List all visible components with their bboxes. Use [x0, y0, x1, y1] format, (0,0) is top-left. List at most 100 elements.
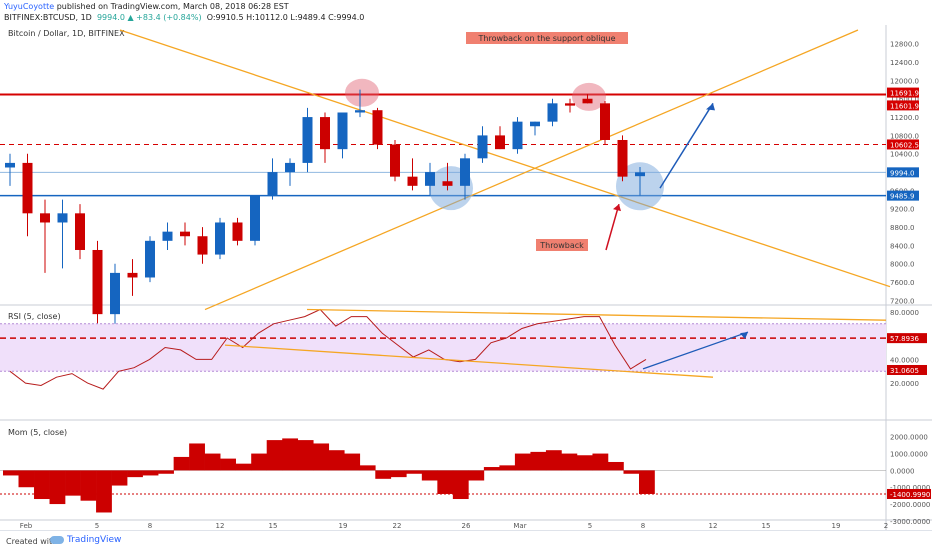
time-axis-tick: 19	[832, 522, 841, 530]
price-axis-tick: 12800.0	[890, 41, 919, 49]
mom-bar	[545, 450, 562, 471]
mom-bar	[189, 443, 205, 471]
price-axis-tick: 12000.0	[890, 77, 919, 85]
price-label: 11691.9	[890, 90, 919, 98]
price-axis-tick: 7600.0	[890, 279, 915, 287]
chart-background	[0, 25, 932, 530]
rsi-label-tag	[887, 333, 927, 344]
mom-bar	[452, 470, 469, 500]
mom-bar	[328, 450, 345, 471]
mom-axis-tick: 2000.0000	[890, 434, 928, 442]
price-label-tag	[887, 190, 919, 201]
rsi-trendline-bottom	[224, 344, 714, 378]
mom-bar	[266, 440, 283, 471]
price-axis-tick: 11600.0	[890, 96, 919, 104]
price-pane-title: Bitcoin / Dollar, 1D, BITFINEX	[8, 29, 125, 38]
time-axis-tick: 12	[216, 522, 225, 530]
candle-down	[372, 110, 383, 145]
candle-up	[267, 172, 278, 195]
projection-arrow	[659, 102, 714, 189]
author-link[interactable]: YuyuCoyotte	[4, 2, 55, 11]
price-label: 10602.5	[890, 141, 919, 149]
created-with-text: Created with	[6, 537, 58, 546]
mom-bar	[639, 470, 655, 494]
mom-bar	[173, 456, 190, 471]
price-label-tag	[887, 100, 919, 111]
mom-bar	[313, 443, 330, 471]
mom-bar	[514, 453, 531, 471]
time-axis-tick: 12	[709, 522, 718, 530]
mom-bar	[576, 455, 593, 471]
annotation-title: Throwback on the support oblique	[478, 34, 616, 43]
price-label-tag	[887, 167, 919, 178]
price-label: 9994.0	[890, 169, 915, 177]
mom-bar	[282, 438, 299, 471]
mom-bar	[235, 463, 252, 471]
mom-bar	[607, 461, 624, 471]
mom-bar	[561, 453, 578, 471]
rsi-projection-arrow	[642, 331, 749, 370]
candle-up	[425, 172, 435, 186]
arrow-head-icon	[613, 204, 621, 212]
mom-bar	[468, 470, 485, 481]
candle-up	[477, 135, 488, 159]
mom-pane-title: Mom (5, close)	[8, 428, 67, 437]
candle-up	[145, 240, 155, 278]
candle-down	[75, 213, 85, 250]
mom-bar	[297, 440, 314, 471]
candle-down	[92, 249, 103, 315]
mom-axis-tick: -3000.0000	[890, 518, 930, 526]
mom-axis-tick: -1000.0000	[890, 484, 930, 492]
rsi-pane-title: RSI (5, close)	[8, 312, 61, 321]
rsi-label-tag	[887, 364, 927, 375]
rsi-axis-tick: 40.0000	[890, 356, 919, 364]
candle-down	[442, 181, 453, 186]
price-label: 11601.9	[890, 102, 919, 110]
footer-bar: Created with TradingView	[0, 530, 932, 551]
price-axis-tick: 9200.0	[890, 206, 915, 214]
rsi-label: 57.8936	[890, 335, 919, 343]
price-axis-tick: 8800.0	[890, 224, 915, 232]
mom-bar	[80, 470, 97, 501]
top-highlight-circle	[572, 82, 606, 111]
mom-bar	[499, 465, 516, 471]
price-label-tag	[887, 139, 919, 150]
candle-up	[57, 213, 68, 223]
price-axis-tick: 7200.0	[890, 297, 915, 305]
price-axis-tick: 8000.0	[890, 261, 915, 269]
time-axis-tick: 5	[588, 522, 592, 530]
candle-down	[40, 213, 50, 223]
candle-up	[355, 110, 365, 113]
mom-bar	[18, 470, 35, 488]
candle-up	[110, 272, 120, 315]
change-text: 9994.0 ▲ +83.4 (+0.84%)	[96, 13, 202, 22]
ohlc-text: O:9910.5 H:10112.0 L:9489.4 C:9994.0	[206, 13, 365, 22]
annotation-box	[536, 239, 588, 251]
candle-up	[635, 172, 645, 177]
candle-up	[302, 117, 313, 163]
candle-down	[582, 98, 593, 104]
mom-bar	[65, 470, 81, 496]
descending-trendline	[119, 29, 891, 288]
mom-bar	[142, 470, 159, 476]
candle-up	[5, 162, 15, 168]
price-label-tag	[887, 87, 919, 98]
candle-up	[512, 121, 523, 150]
rsi-trendline-top	[306, 308, 887, 321]
mom-bar	[220, 458, 236, 471]
candle-up	[215, 222, 225, 255]
candle-down	[197, 236, 208, 255]
mom-bar	[158, 470, 174, 474]
candle-down	[390, 144, 400, 177]
candle-down	[22, 162, 33, 214]
tradingview-link[interactable]: TradingView	[50, 535, 121, 545]
time-axis-tick: 2	[884, 522, 888, 530]
tradingview-logo-icon	[50, 535, 64, 544]
price-axis-tick: 10400.0	[890, 151, 919, 159]
chart-canvas: Bitcoin / Dollar, 1D, BITFINEX RSI (5, cl…	[0, 25, 932, 530]
published-text: published on TradingView.com, March 08, …	[56, 2, 289, 11]
mom-bar	[623, 470, 640, 474]
candle-down	[232, 222, 243, 241]
candle-down	[320, 117, 330, 150]
mom-bar	[359, 465, 376, 471]
